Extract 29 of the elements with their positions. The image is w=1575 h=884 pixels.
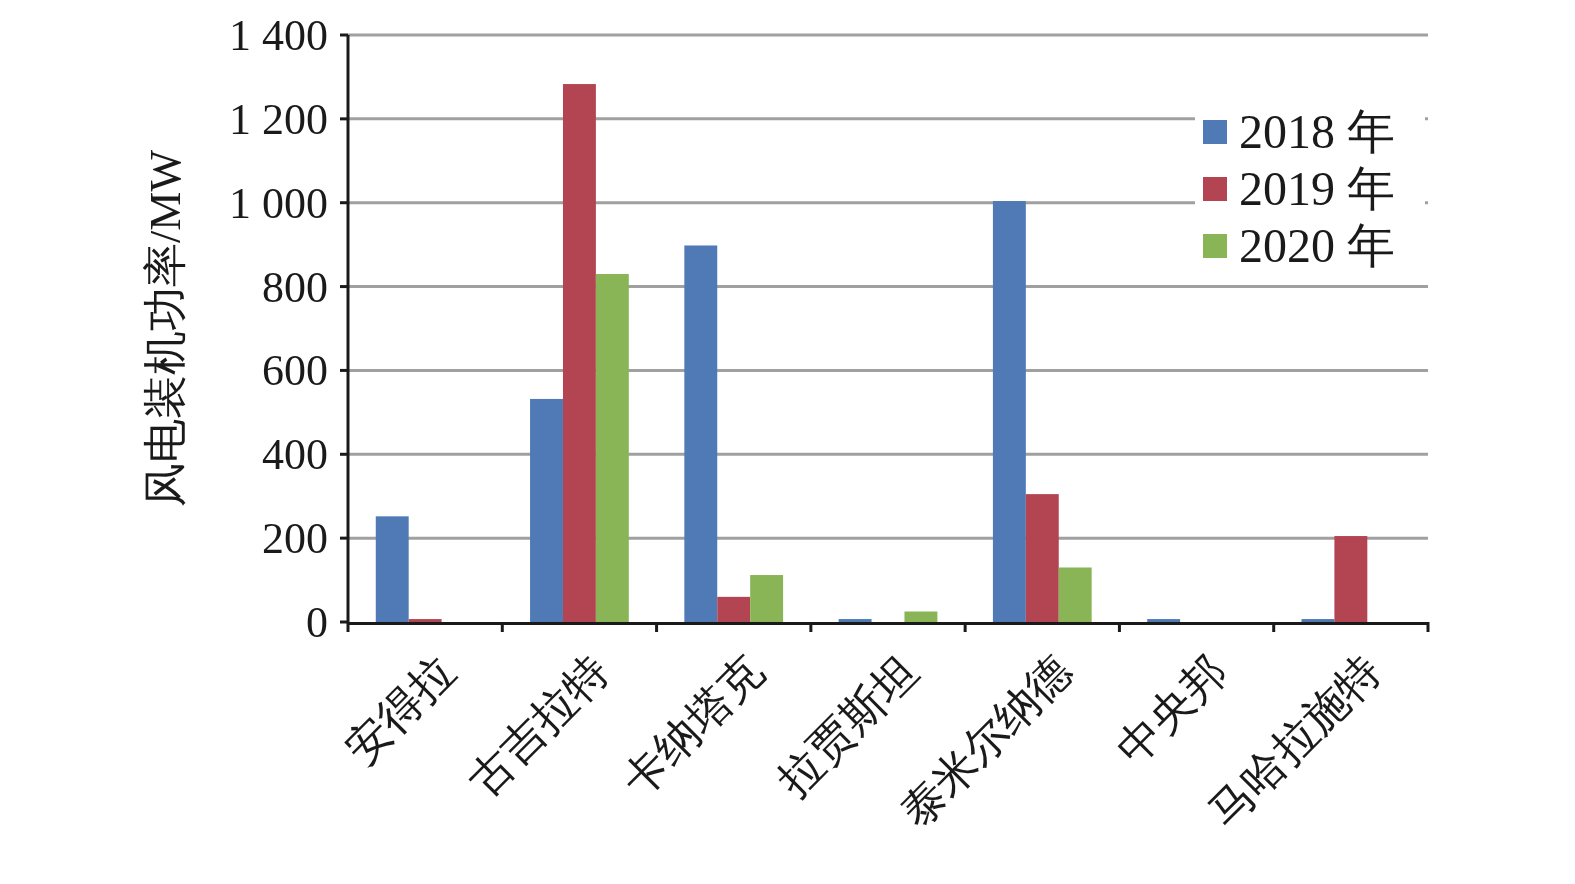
bar: [904, 611, 938, 622]
y-tick-label: 600: [262, 346, 328, 396]
bar: [408, 619, 442, 622]
bar: [595, 273, 629, 622]
bar: [684, 245, 718, 622]
legend-label: 2019 年: [1239, 162, 1395, 215]
bar: [1025, 494, 1059, 622]
bar: [717, 596, 751, 622]
bar: [750, 575, 784, 622]
x-tick-label: 中央邦: [1107, 646, 1236, 775]
y-tick-label: 400: [262, 430, 328, 480]
bar: [838, 619, 872, 622]
bar: [1301, 619, 1335, 622]
bar: [992, 201, 1026, 622]
legend-label: 2018 年: [1239, 105, 1395, 158]
y-tick-label: 1 000: [229, 178, 328, 228]
bar: [1334, 536, 1368, 622]
bar: [1058, 567, 1092, 622]
y-tick-label: 1 400: [229, 11, 328, 60]
bar: [375, 516, 409, 622]
y-tick-label: 1 200: [229, 94, 328, 144]
bar: [562, 84, 596, 622]
bar: [1147, 619, 1181, 622]
y-tick-label: 200: [262, 514, 328, 564]
legend-label: 2020 年: [1239, 219, 1395, 272]
bar: [530, 398, 563, 622]
y-tick-label: 800: [262, 262, 328, 312]
y-axis-title: 风电装机功率/MW: [141, 149, 190, 507]
y-tick-label: 0: [306, 598, 328, 647]
